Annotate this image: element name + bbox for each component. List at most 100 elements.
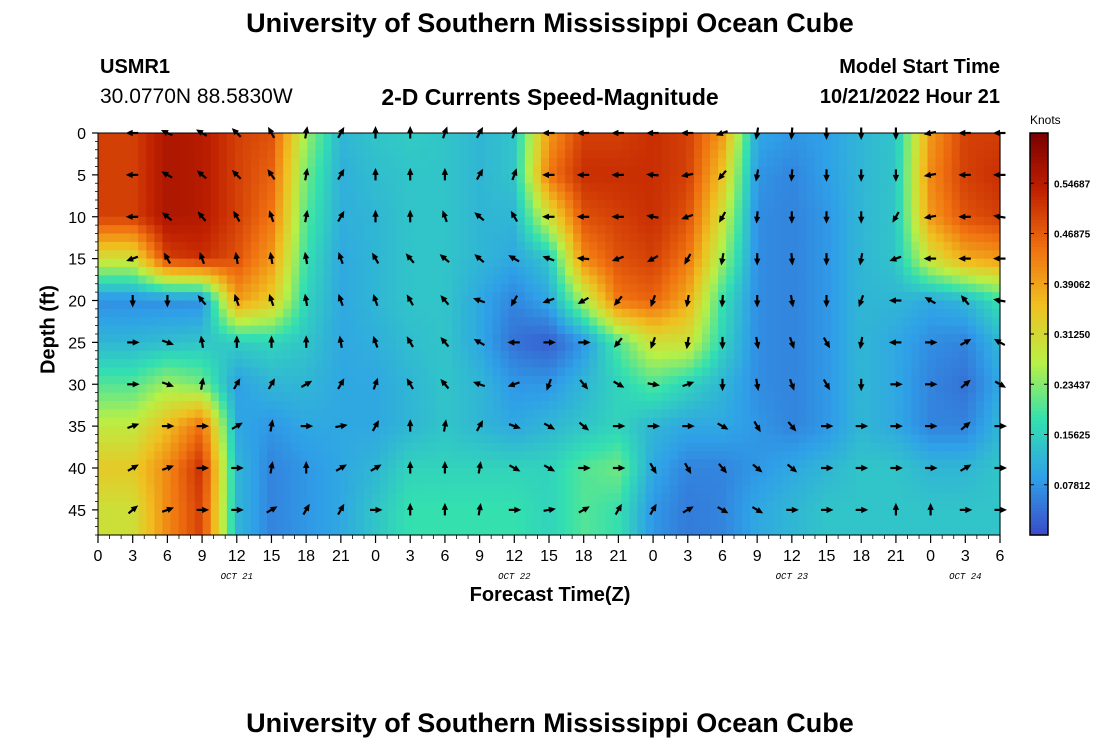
heatmap-cell: [710, 250, 719, 260]
heatmap-cell: [790, 384, 800, 394]
heatmap-cell: [540, 166, 550, 176]
heatmap-cell: [557, 426, 566, 436]
heatmap-cell: [114, 292, 123, 302]
heatmap-cell: [846, 459, 856, 469]
heatmap-cell: [130, 518, 139, 528]
heatmap-cell: [218, 501, 228, 511]
heatmap-cell: [637, 225, 647, 235]
heatmap-cell: [855, 434, 864, 444]
heatmap-cell: [234, 325, 244, 335]
heatmap-cell: [226, 292, 236, 302]
heatmap-cell: [379, 426, 389, 436]
heatmap-cell: [895, 258, 904, 268]
heatmap-cell: [323, 225, 333, 235]
heatmap-cell: [122, 317, 131, 327]
heatmap-cell: [855, 417, 864, 427]
heatmap-cell: [573, 384, 582, 394]
heatmap-cell: [291, 208, 300, 218]
heatmap-cell: [371, 451, 381, 461]
heatmap-cell: [540, 476, 550, 486]
heatmap-cell: [106, 308, 115, 318]
heatmap-cell: [122, 200, 131, 209]
heatmap-cell: [621, 158, 631, 168]
heatmap-cell: [170, 501, 180, 511]
heatmap-cell: [307, 200, 317, 209]
heatmap-cell: [420, 384, 429, 394]
heatmap-cell: [154, 409, 164, 419]
heatmap-cell: [532, 250, 542, 260]
heatmap-cell: [315, 375, 325, 385]
heatmap-cell: [613, 317, 623, 327]
heatmap-cell: [436, 275, 445, 285]
heatmap-cell: [573, 375, 582, 385]
heatmap-cell: [693, 526, 703, 536]
heatmap-cell: [774, 225, 784, 235]
heatmap-cell: [98, 509, 107, 519]
heatmap-cell: [565, 158, 574, 168]
heatmap-cell: [178, 191, 188, 201]
heatmap-cell: [782, 484, 792, 494]
heatmap-cell: [871, 283, 880, 293]
heatmap-cell: [726, 225, 735, 235]
heatmap-cell: [476, 392, 486, 402]
heatmap-cell: [685, 434, 695, 444]
heatmap-cell: [259, 191, 268, 201]
heatmap-cell: [758, 501, 768, 511]
heatmap-cell: [895, 509, 904, 519]
heatmap-cell: [347, 133, 357, 142]
heatmap-cell: [661, 133, 671, 142]
heatmap-cell: [597, 350, 606, 360]
heatmap-cell: [484, 434, 494, 444]
heatmap-cell: [363, 325, 373, 335]
heatmap-cell: [605, 292, 615, 302]
heatmap-cell: [581, 317, 590, 327]
heatmap-cell: [476, 493, 486, 503]
heatmap-cell: [597, 459, 606, 469]
heatmap-cell: [903, 225, 913, 235]
heatmap-cell: [444, 334, 453, 343]
heatmap-cell: [420, 275, 429, 285]
heatmap-cell: [879, 317, 888, 327]
heatmap-cell: [267, 526, 276, 536]
heatmap-cell: [484, 359, 494, 369]
heatmap-cell: [516, 317, 526, 327]
heatmap-cell: [863, 526, 872, 536]
heatmap-cell: [186, 476, 196, 486]
heatmap-cell: [677, 216, 687, 226]
heatmap-cell: [621, 409, 631, 419]
heatmap-cell: [500, 468, 510, 477]
heatmap-cell: [387, 384, 397, 394]
heatmap-cell: [259, 509, 268, 519]
heatmap-cell: [452, 208, 462, 218]
heatmap-cell: [468, 392, 478, 402]
heatmap-cell: [645, 283, 655, 293]
heatmap-cell: [702, 509, 711, 519]
heatmap-cell: [226, 384, 236, 394]
heatmap-cell: [581, 149, 590, 159]
heatmap-cell: [355, 434, 365, 444]
heatmap-cell: [895, 208, 904, 218]
heatmap-cell: [218, 325, 228, 335]
heatmap-cell: [830, 174, 840, 184]
heatmap-cell: [154, 225, 164, 235]
heatmap-cell: [275, 493, 284, 503]
heatmap-cell: [170, 216, 180, 226]
heatmap-cell: [323, 267, 333, 276]
heatmap-cell: [323, 484, 333, 494]
heatmap-cell: [838, 275, 848, 285]
heatmap-cell: [677, 350, 687, 360]
heatmap-cell: [532, 241, 542, 251]
heatmap-cell: [830, 493, 840, 503]
heatmap-cell: [387, 325, 397, 335]
heatmap-cell: [444, 384, 453, 394]
heatmap-cell: [194, 233, 204, 243]
heatmap-cell: [702, 225, 711, 235]
heatmap-cell: [710, 526, 719, 536]
heatmap-cell: [911, 241, 921, 251]
heatmap-cell: [500, 216, 510, 226]
heatmap-cell: [379, 509, 389, 519]
heatmap-cell: [661, 275, 671, 285]
heatmap-cell: [758, 350, 768, 360]
heatmap-cell: [259, 233, 268, 243]
heatmap-cell: [315, 459, 325, 469]
